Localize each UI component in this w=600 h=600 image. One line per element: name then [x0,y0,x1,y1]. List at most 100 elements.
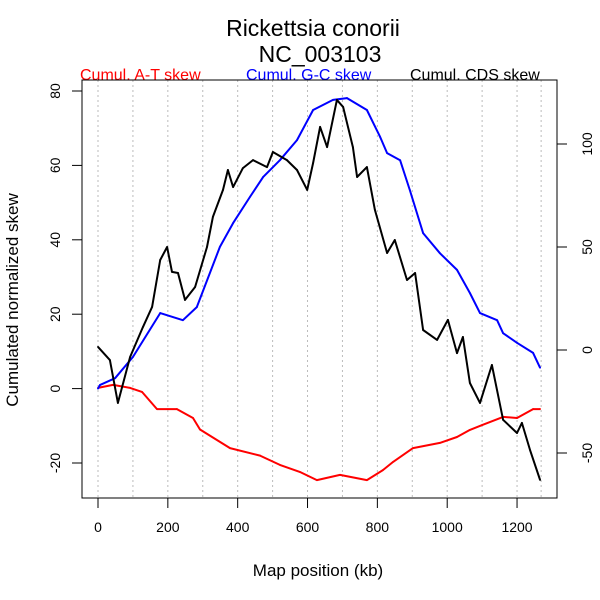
y-axis-left: -20 0 20 40 60 80 [47,83,82,473]
data-point [382,469,384,471]
data-point [159,312,162,314]
data-point [195,306,198,309]
data-point [456,269,458,271]
data-point [97,346,99,348]
data-point [222,189,224,191]
data-point [262,176,265,178]
data-point [252,159,254,161]
data-point [211,216,214,218]
data-point [199,428,201,431]
data-point [462,336,464,338]
data-point [286,159,288,161]
data-point [229,447,231,450]
y-axis-right: -50 0 50 100 [557,132,595,463]
y2-tick-label: 100 [579,132,595,156]
data-point [194,286,196,288]
data-point [468,428,471,431]
data-point [296,169,298,171]
data-point [532,351,535,354]
data-point [539,479,541,481]
data-point [249,196,251,198]
data-point [332,99,334,101]
y-tick-label: 0 [47,384,63,392]
data-point [365,166,368,168]
data-point [218,245,221,248]
data-point [159,259,162,261]
data-point [386,152,389,155]
data-point [365,109,368,111]
x-tick-label: 200 [156,519,180,535]
data-point [279,463,281,466]
data-point [468,292,471,294]
grid-lines [97,80,542,498]
data-point [272,151,274,153]
series-line-at [97,383,541,482]
data-point [181,319,184,322]
data-point [316,479,318,482]
data-point [356,176,359,178]
data-point [312,109,315,111]
y-axis-label: Cumulated normalized skew [3,193,22,407]
data-point [436,339,438,341]
data-point [142,326,144,328]
data-point [438,442,441,444]
data-point [516,432,518,434]
data-point [502,418,504,421]
x-axis: 0 200 400 600 800 1000 1200 [94,497,533,535]
data-point [516,417,518,419]
y-tick-label: 20 [47,306,63,322]
data-point [129,386,132,389]
series-line-cds [97,98,542,481]
data-point [129,356,132,358]
data-point [166,246,169,248]
data-point [312,162,315,164]
legend-cds-skew: Cumul. CDS skew [410,67,540,84]
x-tick-label: 800 [366,519,390,535]
data-point [479,312,481,314]
series-lines [97,97,542,482]
data-point [539,366,541,369]
data-point [97,387,99,390]
data-point [479,402,481,404]
data-point [335,99,338,101]
data-point [374,209,376,211]
y-tick-label: -20 [47,453,63,473]
data-point [496,319,499,322]
data-point [342,106,345,108]
x-tick-label: 1000 [432,519,463,535]
plot-frame [81,79,558,499]
data-point [456,436,458,438]
data-point [393,239,396,241]
data-point [132,356,134,358]
data-point [422,232,425,235]
data-point [502,332,504,335]
data-point [242,167,244,170]
data-point [446,319,449,321]
y-tick-label: 80 [47,83,63,99]
data-point [296,139,298,142]
y-tick-label: 60 [47,157,63,173]
data-point [532,408,535,410]
data-point [422,329,425,331]
y2-tick-label: 0 [579,346,595,354]
y2-tick-label: 50 [579,239,595,255]
data-point [406,279,408,281]
data-point [184,299,186,301]
x-tick-label: 400 [226,519,250,535]
chart-subtitle: NC_003103 [259,41,382,67]
data-point [365,479,368,482]
data-point [412,447,414,450]
data-point [206,246,208,248]
data-point [99,383,101,386]
data-point [521,422,523,424]
y2-tick-label: -50 [579,443,595,463]
data-point [481,424,484,426]
data-point [232,222,235,224]
data-point [319,126,321,128]
legend-gc-skew: Cumul. G-C skew [246,67,372,84]
data-point [399,159,401,162]
data-point [339,474,341,476]
data-point [346,97,348,99]
data-point [259,454,261,457]
